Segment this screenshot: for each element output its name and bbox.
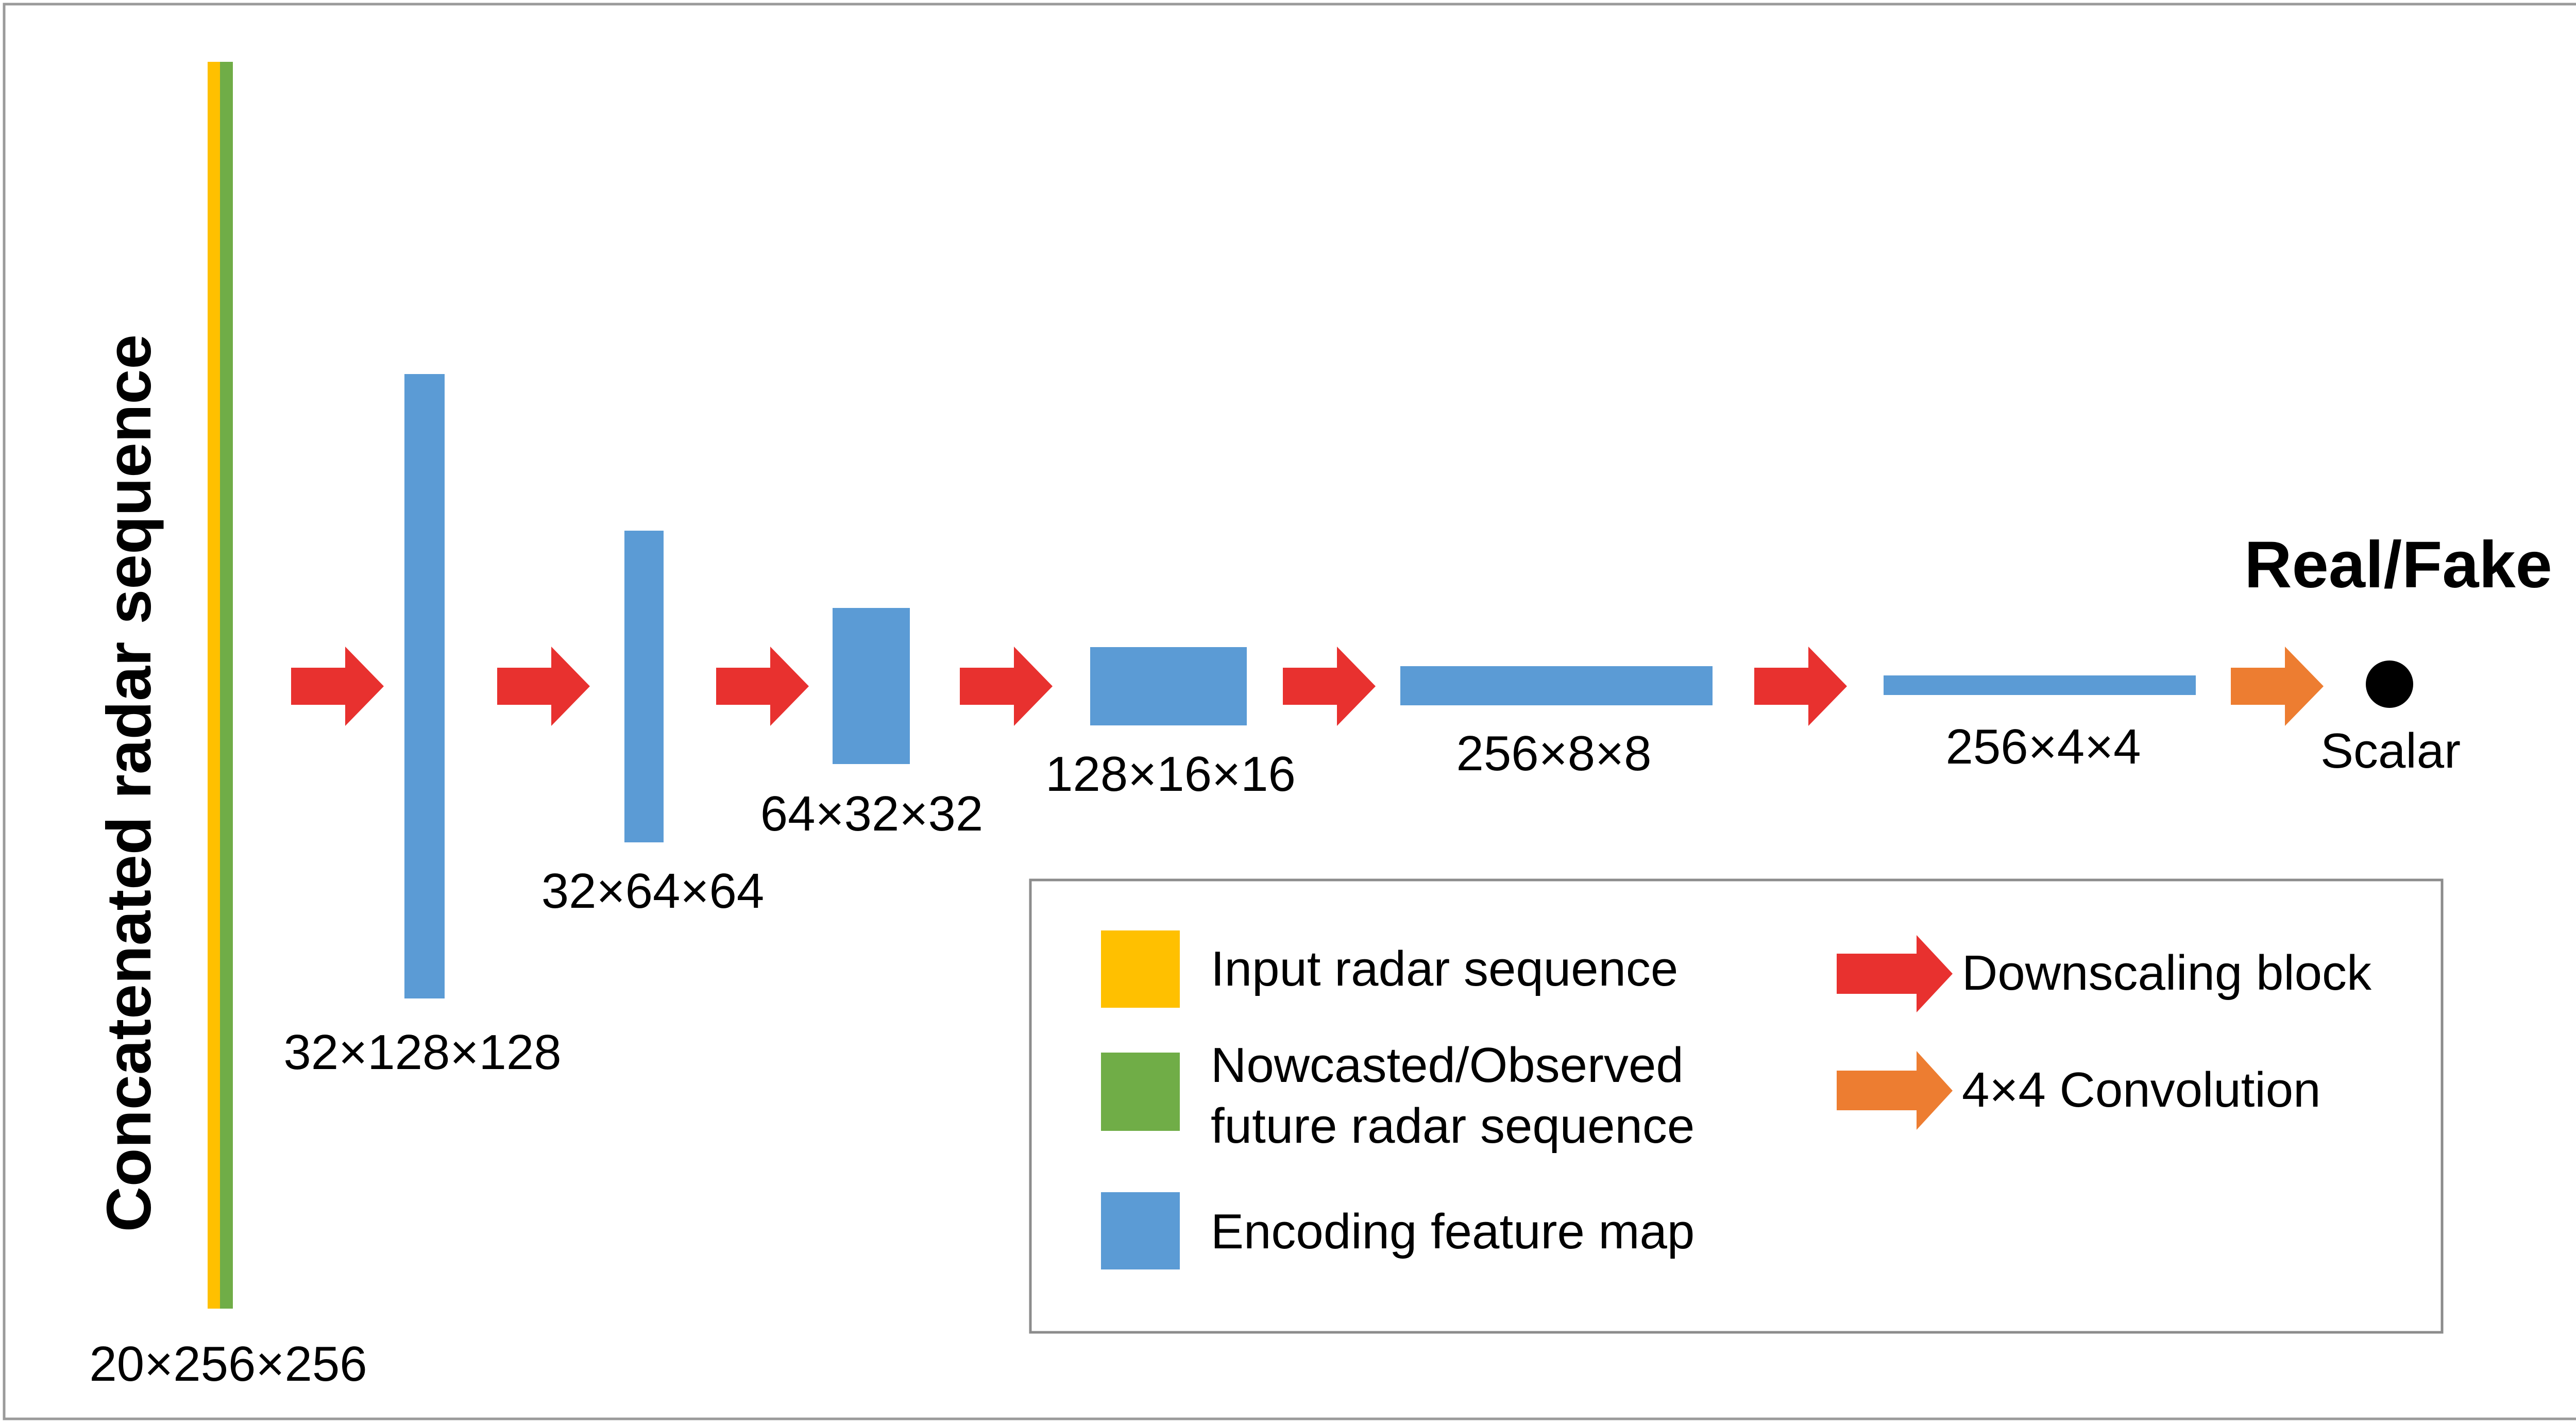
feature-map-6-label: 256×4×4 <box>1945 719 2141 774</box>
legend-box <box>1029 878 2444 1334</box>
legend-feature-label: Encoding feature map <box>1211 1204 1694 1259</box>
feature-map-2-label: 32×64×64 <box>541 863 764 919</box>
legend-downscaling-label: Downscaling block <box>1962 945 2372 1001</box>
output-scalar-dot <box>2366 660 2413 708</box>
concatenated-radar-sequence-label: Concatenated radar sequence <box>94 334 164 1232</box>
legend-future-swatch <box>1101 1053 1180 1131</box>
feature-map-5-label: 256×8×8 <box>1456 726 1651 781</box>
legend-input-swatch <box>1101 930 1180 1008</box>
feature-map-1-label: 32×128×128 <box>283 1025 561 1080</box>
real-fake-title: Real/Fake <box>2244 528 2552 602</box>
legend-future-label-line2: future radar sequence <box>1211 1098 1694 1154</box>
feature-map-3 <box>833 608 910 764</box>
legend-downscaling-arrow <box>1837 935 1953 1012</box>
legend-future-label-line1: Nowcasted/Observed <box>1211 1038 1684 1093</box>
downscaling-arrow-6 <box>1754 647 1847 726</box>
convolution-arrow <box>2231 647 2324 726</box>
future-radar-sequence-bar <box>220 62 233 1309</box>
input-radar-sequence-bar <box>208 62 220 1309</box>
feature-map-3-label: 64×32×32 <box>760 786 983 841</box>
legend-input-label: Input radar sequence <box>1211 941 1678 996</box>
feature-map-4-label: 128×16×16 <box>1045 747 1296 802</box>
feature-map-2 <box>624 531 664 842</box>
downscaling-arrow-2 <box>497 647 590 726</box>
input-size-label: 20×256×256 <box>89 1336 367 1392</box>
legend: Input radar sequence Nowcasted/Observed … <box>1029 878 2444 1334</box>
legend-convolution-arrow <box>1837 1051 1953 1130</box>
feature-map-5 <box>1400 666 1713 705</box>
downscaling-arrow-3 <box>716 647 809 726</box>
feature-map-6 <box>1884 675 2196 695</box>
feature-map-4 <box>1090 647 1247 725</box>
legend-convolution-label: 4×4 Convolution <box>1962 1062 2321 1117</box>
legend-feature-swatch <box>1101 1192 1180 1269</box>
scalar-label: Scalar <box>2320 723 2461 778</box>
downscaling-arrow-4 <box>960 647 1053 726</box>
feature-map-1 <box>404 374 445 998</box>
downscaling-arrow-1 <box>291 647 384 726</box>
downscaling-arrow-5 <box>1283 647 1376 726</box>
